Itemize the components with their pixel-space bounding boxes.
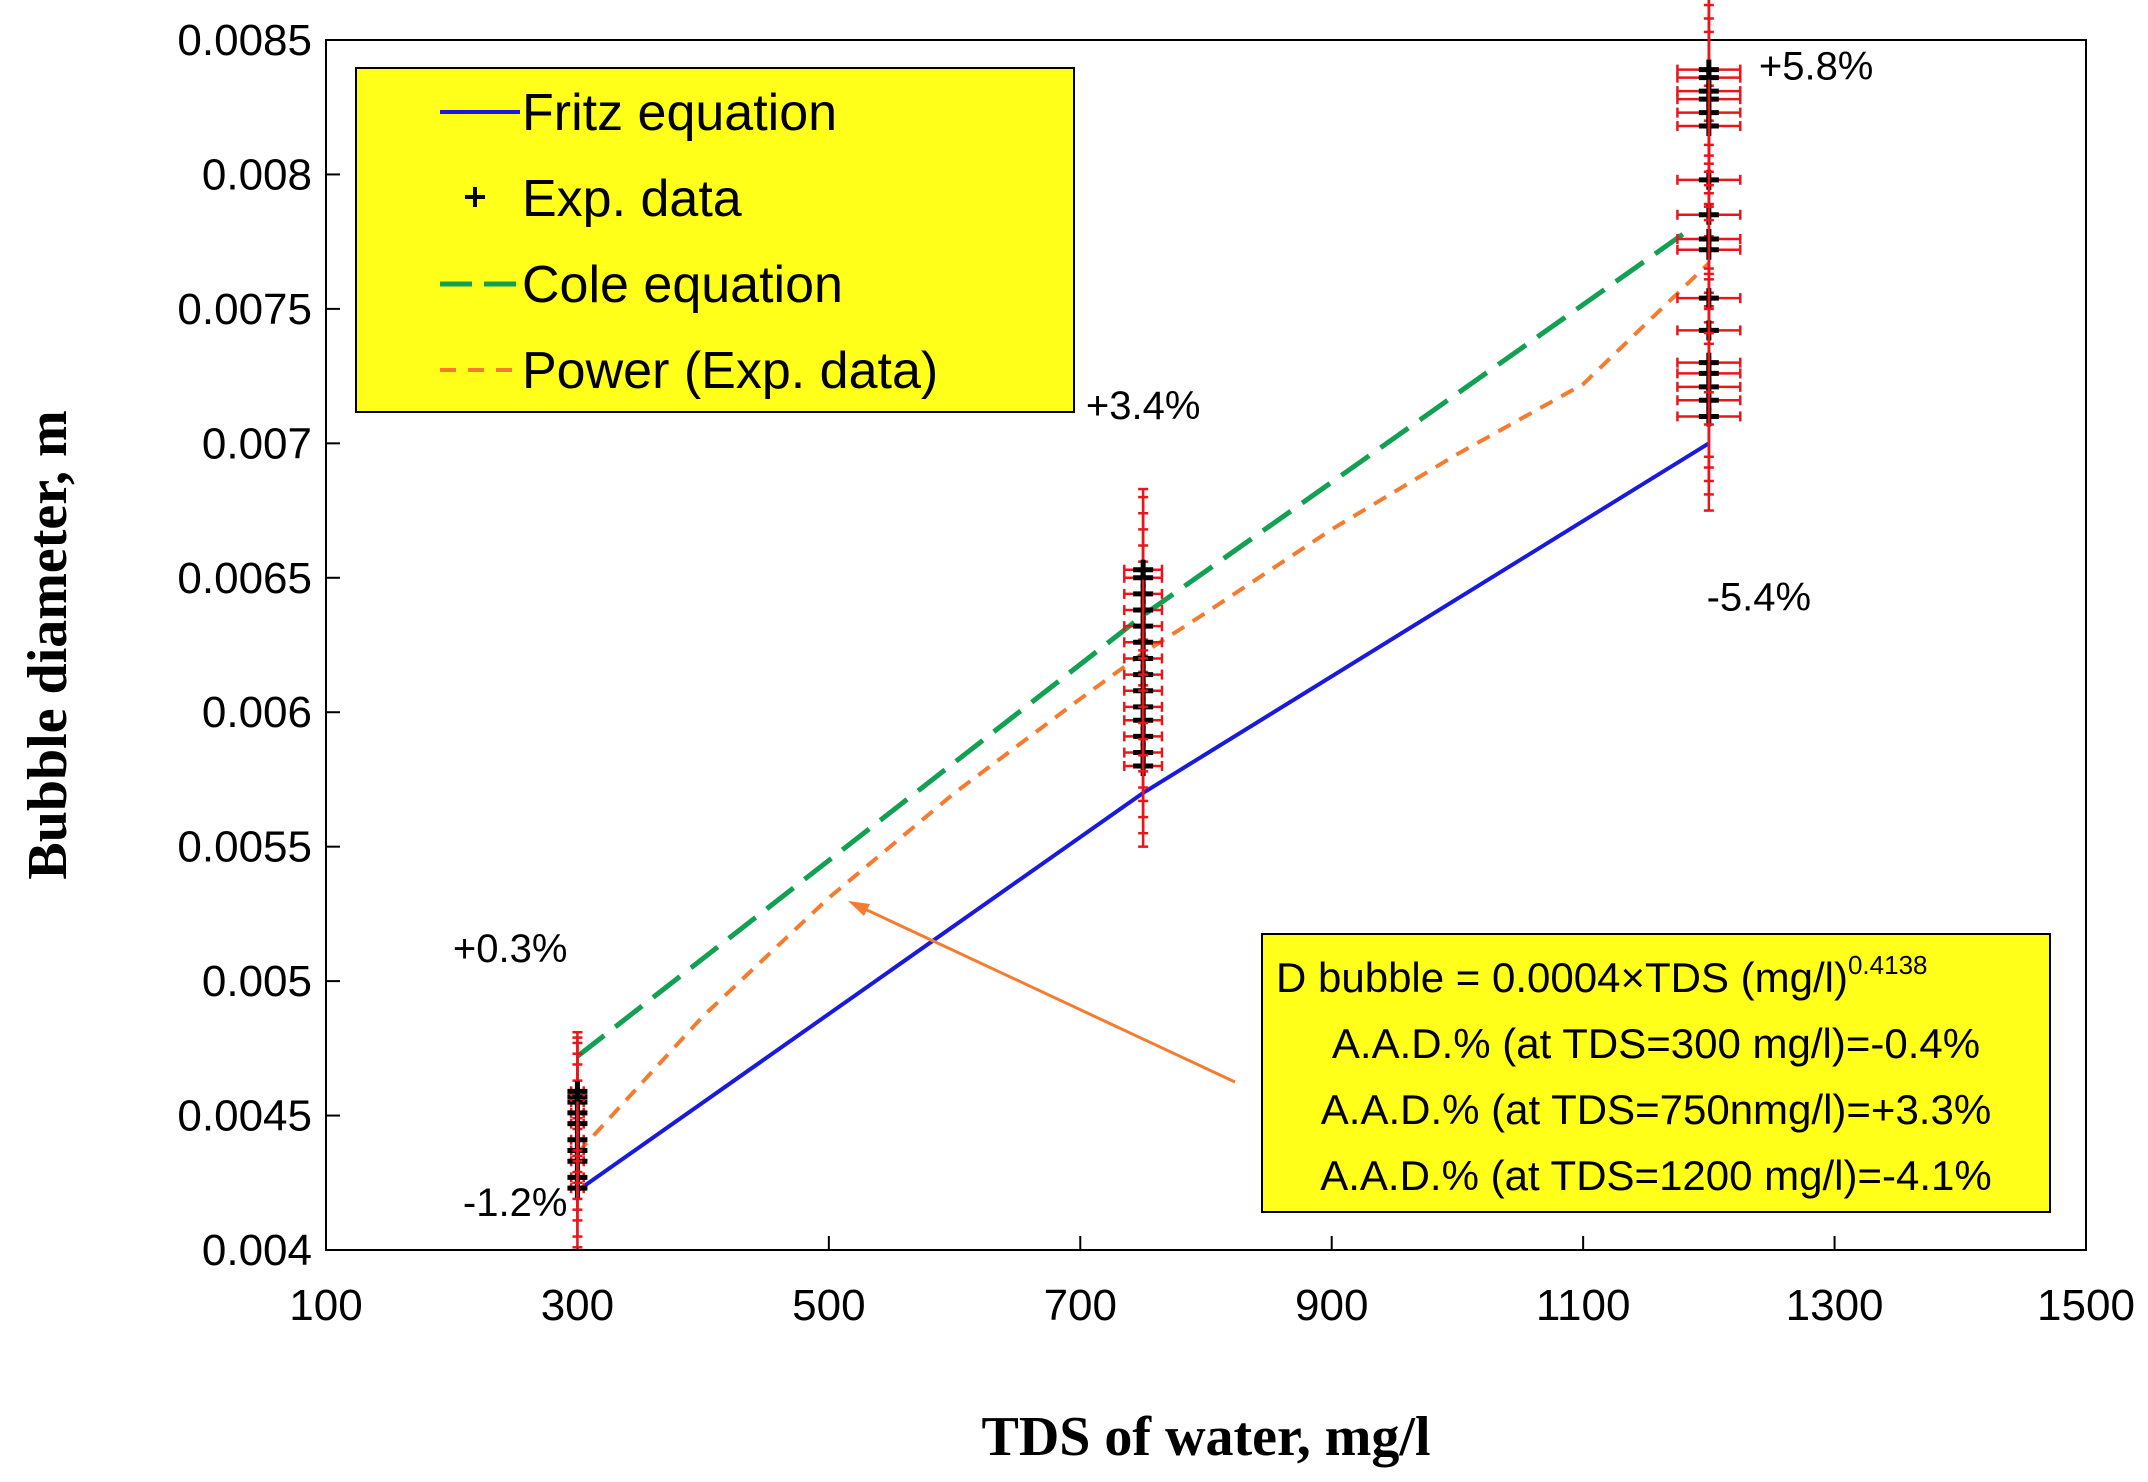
data-point <box>1676 0 1742 165</box>
y-tick-label: 0.004 <box>202 1226 312 1275</box>
x-tick-label: 100 <box>289 1281 362 1330</box>
x-tick-label: 700 <box>1044 1281 1117 1330</box>
percent-annotation: +5.8% <box>1759 45 1874 89</box>
y-tick-label: 0.0085 <box>177 16 312 65</box>
annotation-arrow <box>851 901 1236 1084</box>
data-point <box>1123 487 1164 652</box>
y-tick-label: 0.007 <box>202 419 312 468</box>
y-tick-label: 0.0055 <box>177 823 312 872</box>
y-tick-label: 0.0065 <box>177 554 312 603</box>
equation-box: D bubble = 0.0004×TDS (mg/l)0.4138 A.A.D… <box>1261 933 2051 1213</box>
experimental-data <box>567 0 1742 1249</box>
equation-line-1: D bubble = 0.0004×TDS (mg/l)0.4138 <box>1276 950 1928 1001</box>
axis-ticks: 100 300 500 700 900 1100 1300 1500 0.004 0.0045 0.… <box>177 16 2135 1330</box>
equation-line-2: A.A.D.% (at TDS=300 mg/l)=-0.4% <box>1332 1020 1980 1067</box>
x-tick-label: 900 <box>1295 1281 1368 1330</box>
legend-label-cole: Cole equation <box>522 256 843 314</box>
legend-swatch-exp <box>465 187 485 207</box>
y-tick-label: 0.006 <box>202 688 312 737</box>
percent-annotation: +3.4% <box>1086 384 1201 428</box>
y-axis-title: Bubble diameter, m <box>17 410 79 879</box>
y-tick-label: 0.008 <box>202 150 312 199</box>
equation-box-bg <box>1261 933 2051 1213</box>
legend-label-power: Power (Exp. data) <box>522 342 938 400</box>
percent-annotation: -1.2% <box>463 1181 568 1225</box>
percent-annotation: +0.3% <box>453 927 568 971</box>
legend: Fritz equation Exp. data Cole equation P… <box>355 67 1075 413</box>
x-tick-label: 500 <box>792 1281 865 1330</box>
percent-annotations: +0.3% -1.2% +3.4% +5.8% -5.4% <box>453 45 1873 1226</box>
legend-label-exp: Exp. data <box>522 170 742 228</box>
annotation-arrow-head <box>848 901 870 916</box>
legend-box <box>355 67 1075 413</box>
y-tick-label: 0.0075 <box>177 285 312 334</box>
y-tick-label: 0.0045 <box>177 1092 312 1141</box>
data-point <box>567 1030 588 1152</box>
x-tick-label: 1100 <box>1536 1281 1631 1330</box>
x-tick-label: 1500 <box>2037 1281 2135 1330</box>
series-line-cole-equation <box>575 231 1686 1059</box>
y-tick-label: 0.005 <box>202 957 312 1006</box>
equation-line-3: A.A.D.% (at TDS=750nmg/l)=+3.3% <box>1321 1086 1991 1133</box>
legend-label-fritz: Fritz equation <box>522 84 837 142</box>
x-tick-label: 1300 <box>1786 1281 1884 1330</box>
percent-annotation: -5.4% <box>1707 576 1812 620</box>
equation-line-4: A.A.D.% (at TDS=1200 mg/l)=-4.1% <box>1320 1152 1992 1199</box>
x-tick-label: 300 <box>541 1281 614 1330</box>
x-axis-title: TDS of water, mg/l <box>981 1406 1430 1468</box>
